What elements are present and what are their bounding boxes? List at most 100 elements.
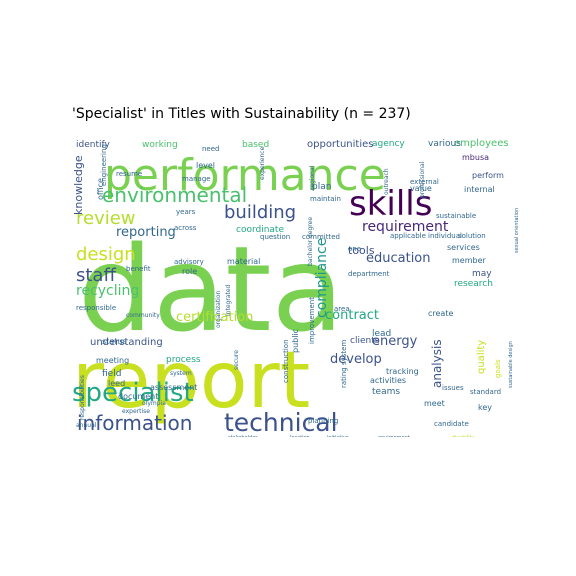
word-question: question — [260, 233, 290, 241]
word-years: years — [176, 208, 196, 216]
word-compliance: compliance — [314, 238, 330, 318]
word-mbusa: mbusa — [462, 153, 489, 162]
word-area: area — [334, 305, 350, 313]
word-certification: certification — [176, 310, 253, 325]
word-research: research — [454, 279, 493, 289]
word-tools: tools — [348, 244, 375, 257]
word-advisory: advisory — [174, 258, 204, 266]
word-report: report — [72, 336, 310, 426]
word-experience: experience — [259, 146, 266, 180]
word-regional: regional — [309, 165, 316, 190]
word-system: system — [170, 370, 192, 377]
word-committed: committed — [302, 233, 340, 241]
word-plan: plan — [312, 182, 331, 192]
word-meet: meet — [424, 399, 445, 408]
word-status: status — [102, 337, 127, 346]
word-education: education — [366, 251, 431, 266]
word-member: member — [452, 256, 487, 265]
word-engineering: engineering — [100, 144, 108, 186]
word-develop: develop — [330, 352, 382, 367]
word-improvement: improvement — [308, 297, 316, 344]
word-goals: goals — [494, 359, 502, 378]
word-coordinate: coordinate — [236, 225, 284, 235]
word-responsible: responsible — [76, 304, 116, 312]
word-manage: manage — [182, 175, 211, 183]
chart-title: 'Specialist' in Titles with Sustainabili… — [72, 106, 411, 122]
word-public: public — [291, 329, 300, 353]
word-opportunities: opportunities — [307, 139, 373, 150]
word-agency: agency — [372, 139, 405, 149]
word-key: key — [478, 403, 492, 412]
word-lead: lead — [372, 329, 391, 339]
word-sustainable: sustainable — [436, 212, 476, 220]
word-office: office — [96, 178, 105, 200]
word-leed: leed — [108, 379, 125, 388]
word-department: department — [348, 270, 390, 278]
word-integrated: integrated — [225, 284, 232, 316]
word-specialist: specialist — [72, 378, 194, 408]
word-bachelor-degree: bachelor degree — [307, 217, 314, 266]
word-community: community — [126, 312, 160, 319]
word-may: may — [472, 269, 492, 279]
word-expertise: expertise — [122, 408, 150, 415]
word-external: external — [410, 178, 439, 186]
word-quality: quality — [476, 340, 487, 374]
word-tracking: tracking — [386, 367, 419, 376]
word-performance: performance — [104, 150, 386, 201]
word-level: level — [196, 161, 215, 170]
word-environment: environment — [378, 435, 410, 437]
word-sustainable-design: sustainable design — [508, 341, 514, 388]
word-employees: employees — [454, 138, 509, 149]
word-field: field — [102, 369, 121, 379]
word-construction: construction — [282, 339, 290, 383]
word-material: material — [227, 257, 260, 266]
word-value: value — [410, 184, 432, 193]
word-candidate: candidate — [434, 420, 469, 428]
word-issues: issues — [442, 384, 464, 392]
word-initiative: initiative — [327, 435, 349, 437]
word-location: location — [290, 435, 310, 437]
word-various: various — [428, 139, 461, 149]
word-review: review — [76, 208, 136, 229]
word-process: process — [166, 355, 201, 365]
word-working: working — [142, 140, 178, 150]
word-staff: staff — [76, 265, 116, 286]
word-analysis: analysis — [430, 339, 444, 388]
word-meeting: meeting — [96, 356, 129, 365]
word-building: building — [224, 202, 296, 223]
word-annual: annual — [76, 422, 97, 429]
word-clients: clients — [350, 336, 380, 346]
word-teams: teams — [372, 387, 400, 397]
word-recycling: recycling — [76, 283, 139, 299]
word-organization: organization — [215, 290, 222, 328]
word-based: based — [242, 140, 269, 150]
word-sexual-orientation: sexual orientation — [514, 208, 520, 253]
word-olympia: olympia — [142, 400, 166, 407]
word-design: design — [76, 244, 136, 265]
word-benefit: benefit — [126, 265, 151, 273]
word-applicable: applicable — [390, 232, 426, 240]
word-planning: planning — [308, 417, 338, 425]
word-one: one — [348, 245, 361, 253]
word-technical: technical — [224, 408, 338, 437]
word-maintain: maintain — [310, 195, 341, 203]
word-individual: individual — [428, 232, 462, 240]
word-need: need — [202, 145, 220, 153]
word-stakeholder: stakeholder — [228, 435, 258, 437]
word-energy: energy — [372, 334, 418, 349]
word-cloud: data report performance technical goals skill… — [72, 138, 520, 437]
word-standard: standard — [470, 388, 501, 396]
word-information: information — [77, 411, 192, 435]
word-outreach: outreach — [383, 168, 390, 195]
word-identify: identify — [76, 140, 110, 150]
word-resume: resume — [116, 170, 142, 178]
word-rating-system: rating system — [340, 340, 348, 388]
word-data: data — [78, 220, 344, 358]
word-disability: disability — [452, 435, 475, 437]
word-skills: skills — [349, 184, 432, 224]
word-requirement: requirement — [362, 219, 449, 235]
word-solution: solution — [458, 232, 486, 240]
word-secure: secure — [233, 350, 240, 370]
word-professional: professional — [419, 161, 426, 198]
